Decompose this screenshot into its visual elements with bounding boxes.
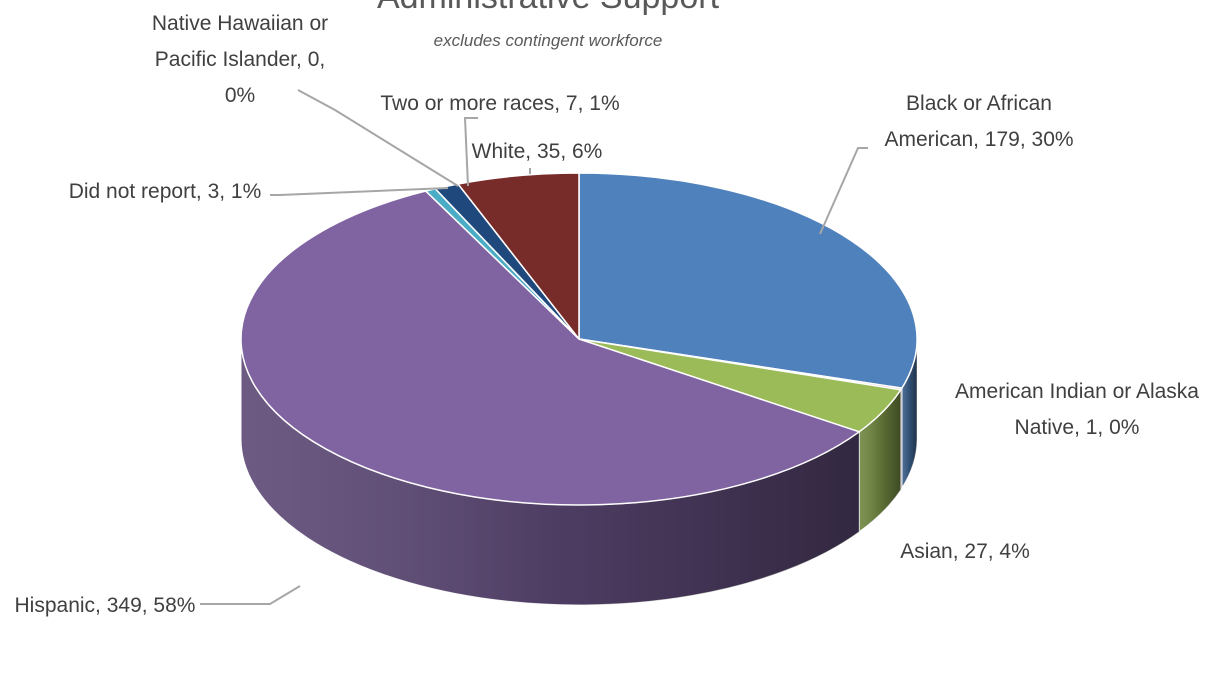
data-label-native-hawaiian-or-pacific-islander: Native Hawaiian or Pacific Islander, 0, 0% <box>152 12 328 107</box>
pie-slice-hispanic <box>240 190 860 506</box>
data-label-american-indian-or-alaska-native: American Indian or Alaska Native, 1, 0% <box>955 380 1199 439</box>
pie-side-shade-black-or-african-american <box>901 339 917 489</box>
leader-line-native-hawaiian-or-pacific-islander <box>297 89 459 187</box>
data-label-did-not-report: Did not report, 3, 1% <box>69 180 262 203</box>
chart-subtitle: excludes contingent workforce <box>434 31 663 50</box>
leader-line-hispanic <box>200 585 301 605</box>
pie-slices <box>240 172 918 506</box>
pie-sides <box>240 338 918 606</box>
data-label-black-or-african-american: Black or African American, 179, 30% <box>884 92 1073 151</box>
data-label-asian: Asian, 27, 4% <box>900 540 1030 563</box>
data-label-white: White, 35, 6% <box>472 140 603 163</box>
leader-line-two-or-more-races <box>463 117 478 187</box>
chart-title: Administrative Support <box>377 0 720 16</box>
data-label-two-or-more-races: Two or more races, 7, 1% <box>380 92 619 115</box>
pie-side-shade-hispanic <box>240 339 860 606</box>
data-labels: Black or African American, 179, 30% Americ… <box>15 12 1200 617</box>
pie-slice-black-or-african-american <box>578 172 918 389</box>
pie-side-shade-asian <box>859 389 901 532</box>
leader-line-did-not-report <box>270 187 449 196</box>
pie-slice-white <box>457 172 580 340</box>
data-label-hispanic: Hispanic, 349, 58% <box>15 594 196 617</box>
leader-line-black-or-african-american <box>819 147 868 235</box>
leader-lines <box>200 89 868 605</box>
